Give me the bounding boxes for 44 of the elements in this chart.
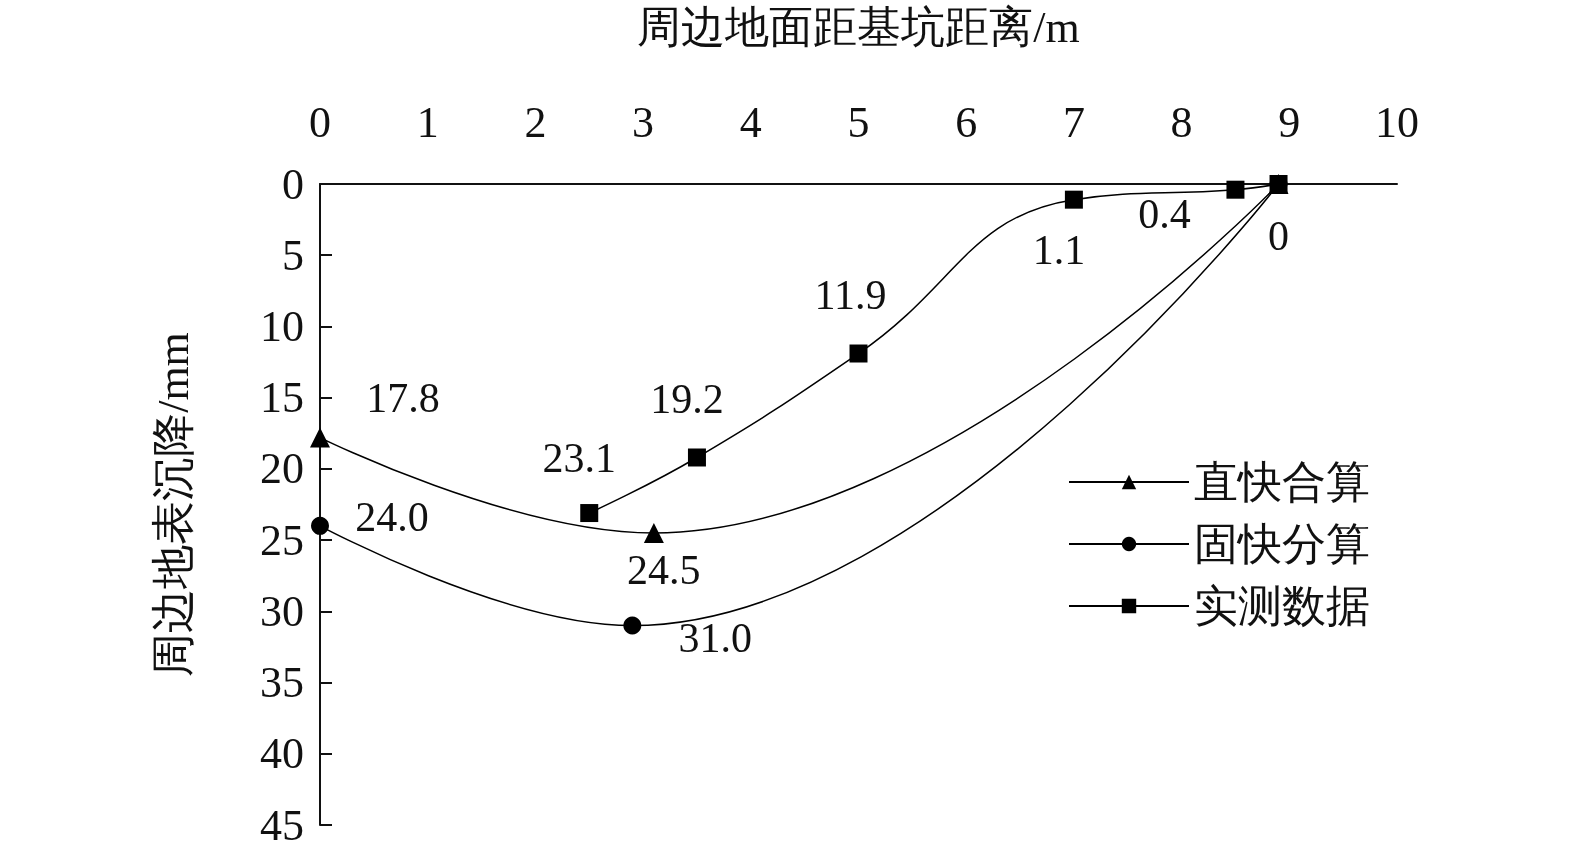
y-tick-label: 35 bbox=[260, 658, 304, 708]
point bbox=[849, 344, 868, 363]
y-tick-label: 10 bbox=[260, 301, 304, 351]
x-axis-title: 周边地面距基坑距离/m bbox=[637, 2, 1080, 52]
legend-label: 直快合算 bbox=[1194, 457, 1370, 507]
point bbox=[1064, 190, 1083, 209]
point bbox=[580, 504, 599, 523]
y-tick-label: 15 bbox=[260, 373, 304, 423]
data-label: 31.0 bbox=[678, 614, 753, 661]
data-label: 17.8 bbox=[366, 374, 440, 421]
data-label: 24.5 bbox=[627, 546, 701, 593]
x-tick-label: 10 bbox=[1375, 97, 1419, 147]
data-label: 23.1 bbox=[542, 435, 616, 482]
y-tick-label: 20 bbox=[260, 444, 304, 494]
data-label: 1.1 bbox=[1032, 226, 1086, 273]
x-tick-label: 6 bbox=[955, 97, 978, 147]
point bbox=[1226, 180, 1245, 199]
x-tick-label: 5 bbox=[847, 97, 870, 147]
legend-label: 固快分算 bbox=[1194, 519, 1370, 569]
data-label: 0 bbox=[1268, 213, 1290, 259]
x-tick-label: 4 bbox=[739, 97, 762, 147]
x-tick-label: 8 bbox=[1170, 97, 1193, 147]
data-label: 19.2 bbox=[650, 376, 724, 423]
point bbox=[687, 448, 706, 467]
y-tick-label: 30 bbox=[260, 586, 304, 636]
y-tick-label: 5 bbox=[282, 230, 304, 280]
x-tick-label: 3 bbox=[632, 97, 655, 147]
point bbox=[623, 616, 642, 635]
x-tick-label: 7 bbox=[1062, 97, 1085, 147]
data-label: 0.4 bbox=[1138, 190, 1191, 237]
legend-label: 实测数据 bbox=[1194, 581, 1370, 631]
point bbox=[643, 522, 664, 543]
x-tick-label: 2 bbox=[524, 97, 547, 147]
point bbox=[310, 427, 330, 448]
y-tick-label: 45 bbox=[260, 800, 304, 850]
y-tick-label: 40 bbox=[260, 729, 304, 779]
y-tick-label: 25 bbox=[260, 515, 304, 565]
x-tick-label: 1 bbox=[416, 97, 439, 147]
y-axis-title: 周边地表沉降/mm bbox=[148, 332, 198, 677]
data-label: 11.9 bbox=[814, 271, 887, 318]
point bbox=[311, 516, 329, 535]
x-tick-label: 9 bbox=[1278, 97, 1301, 147]
data-label: 24.0 bbox=[355, 493, 429, 540]
y-tick-label: 0 bbox=[282, 159, 304, 209]
